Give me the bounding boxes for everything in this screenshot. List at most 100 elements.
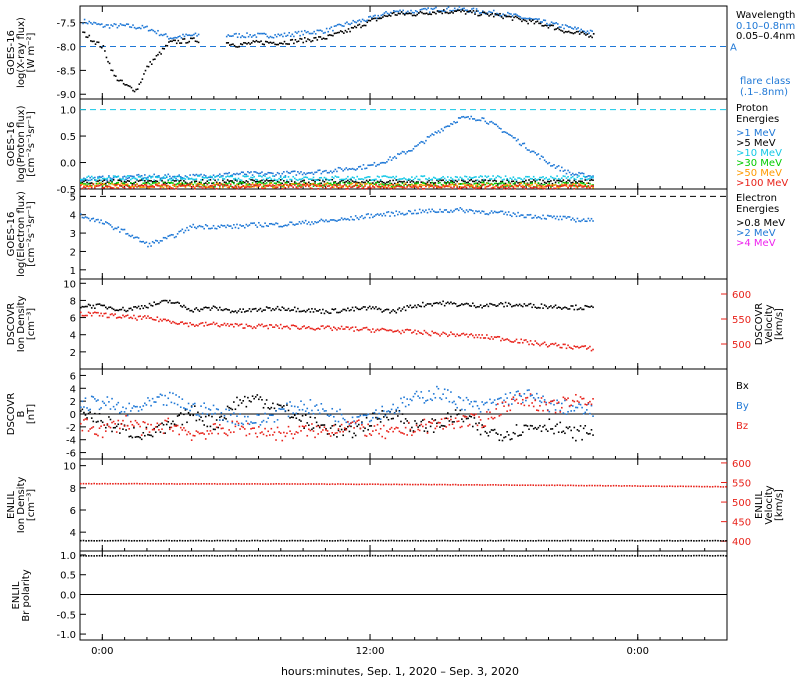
- data-point: [183, 427, 185, 429]
- data-point: [305, 220, 307, 222]
- data-point: [463, 304, 465, 306]
- data-point: [265, 41, 267, 43]
- data-point: [88, 21, 90, 23]
- data-point: [464, 334, 466, 336]
- data-point: [253, 308, 255, 310]
- data-point: [222, 184, 224, 186]
- data-point: [412, 15, 414, 17]
- data-point: [463, 8, 465, 10]
- data-point: [481, 334, 483, 336]
- data-point: [301, 38, 303, 40]
- data-point: [344, 419, 346, 421]
- data-point: [283, 408, 285, 410]
- data-point: [160, 431, 162, 433]
- data-point: [522, 342, 524, 344]
- data-point: [424, 211, 426, 213]
- data-point: [469, 424, 471, 426]
- data-point: [425, 178, 427, 180]
- data-point: [272, 326, 274, 328]
- data-point: [516, 424, 518, 426]
- data-point: [107, 181, 109, 183]
- data-point: [303, 180, 305, 182]
- data-point: [83, 181, 85, 183]
- data-point: [266, 178, 268, 180]
- data-point: [436, 302, 438, 304]
- data-point: [116, 187, 118, 189]
- data-point: [567, 411, 569, 413]
- data-point: [137, 27, 139, 29]
- data-point: [513, 341, 515, 343]
- data-point: [455, 10, 457, 12]
- data-point: [273, 540, 275, 542]
- data-point: [269, 307, 271, 309]
- data-point: [213, 178, 215, 180]
- data-point: [153, 401, 155, 403]
- data-point: [252, 177, 254, 179]
- data-point: [331, 179, 333, 181]
- data-point: [571, 32, 573, 34]
- data-point: [448, 13, 450, 15]
- data-point: [463, 10, 465, 12]
- data-point: [538, 188, 540, 190]
- data-point: [331, 172, 333, 174]
- data-point: [380, 187, 382, 189]
- data-point: [117, 423, 119, 425]
- data-point: [100, 180, 102, 182]
- data-point: [561, 431, 563, 433]
- data-point: [263, 184, 265, 186]
- data-point: [132, 318, 134, 320]
- data-point: [453, 184, 455, 186]
- data-point: [292, 183, 294, 185]
- data-point: [494, 399, 496, 401]
- data-point: [206, 430, 208, 432]
- data-point: [241, 225, 243, 227]
- data-point: [509, 304, 511, 306]
- data-point: [525, 217, 527, 219]
- data-point: [278, 178, 280, 180]
- data-point: [227, 406, 229, 408]
- data-point: [495, 124, 497, 126]
- data-point: [420, 11, 422, 13]
- data-point: [502, 402, 504, 404]
- data-point: [311, 328, 313, 330]
- data-point: [144, 242, 146, 244]
- data-point: [339, 219, 341, 221]
- data-point: [271, 414, 273, 416]
- data-point: [578, 308, 580, 310]
- data-point: [355, 215, 357, 217]
- data-point: [98, 42, 100, 44]
- data-point: [538, 343, 540, 345]
- data-point: [269, 180, 271, 182]
- data-point: [216, 427, 218, 429]
- data-point: [499, 13, 501, 15]
- data-point: [380, 186, 382, 188]
- data-point: [514, 305, 516, 307]
- data-point: [107, 540, 109, 542]
- data-point: [303, 182, 305, 184]
- data-point: [520, 186, 522, 188]
- data-point: [221, 412, 223, 414]
- data-point: [416, 145, 418, 147]
- data-point: [235, 33, 237, 35]
- data-point: [539, 187, 541, 189]
- data-point: [107, 308, 109, 310]
- data-point: [316, 179, 318, 181]
- data-point: [520, 19, 522, 21]
- data-point: [495, 180, 497, 182]
- data-point: [489, 338, 491, 340]
- data-point: [179, 540, 181, 542]
- data-point: [499, 211, 501, 213]
- data-point: [261, 311, 263, 313]
- data-point: [180, 176, 182, 178]
- data-point: [111, 226, 113, 228]
- data-point: [506, 132, 508, 134]
- data-point: [105, 313, 107, 315]
- data-point: [185, 306, 187, 308]
- data-point: [89, 220, 91, 222]
- data-point: [524, 425, 526, 427]
- data-point: [250, 311, 252, 313]
- data-point: [122, 428, 124, 430]
- data-point: [356, 183, 358, 185]
- data-point: [344, 429, 346, 431]
- data-point: [464, 416, 466, 418]
